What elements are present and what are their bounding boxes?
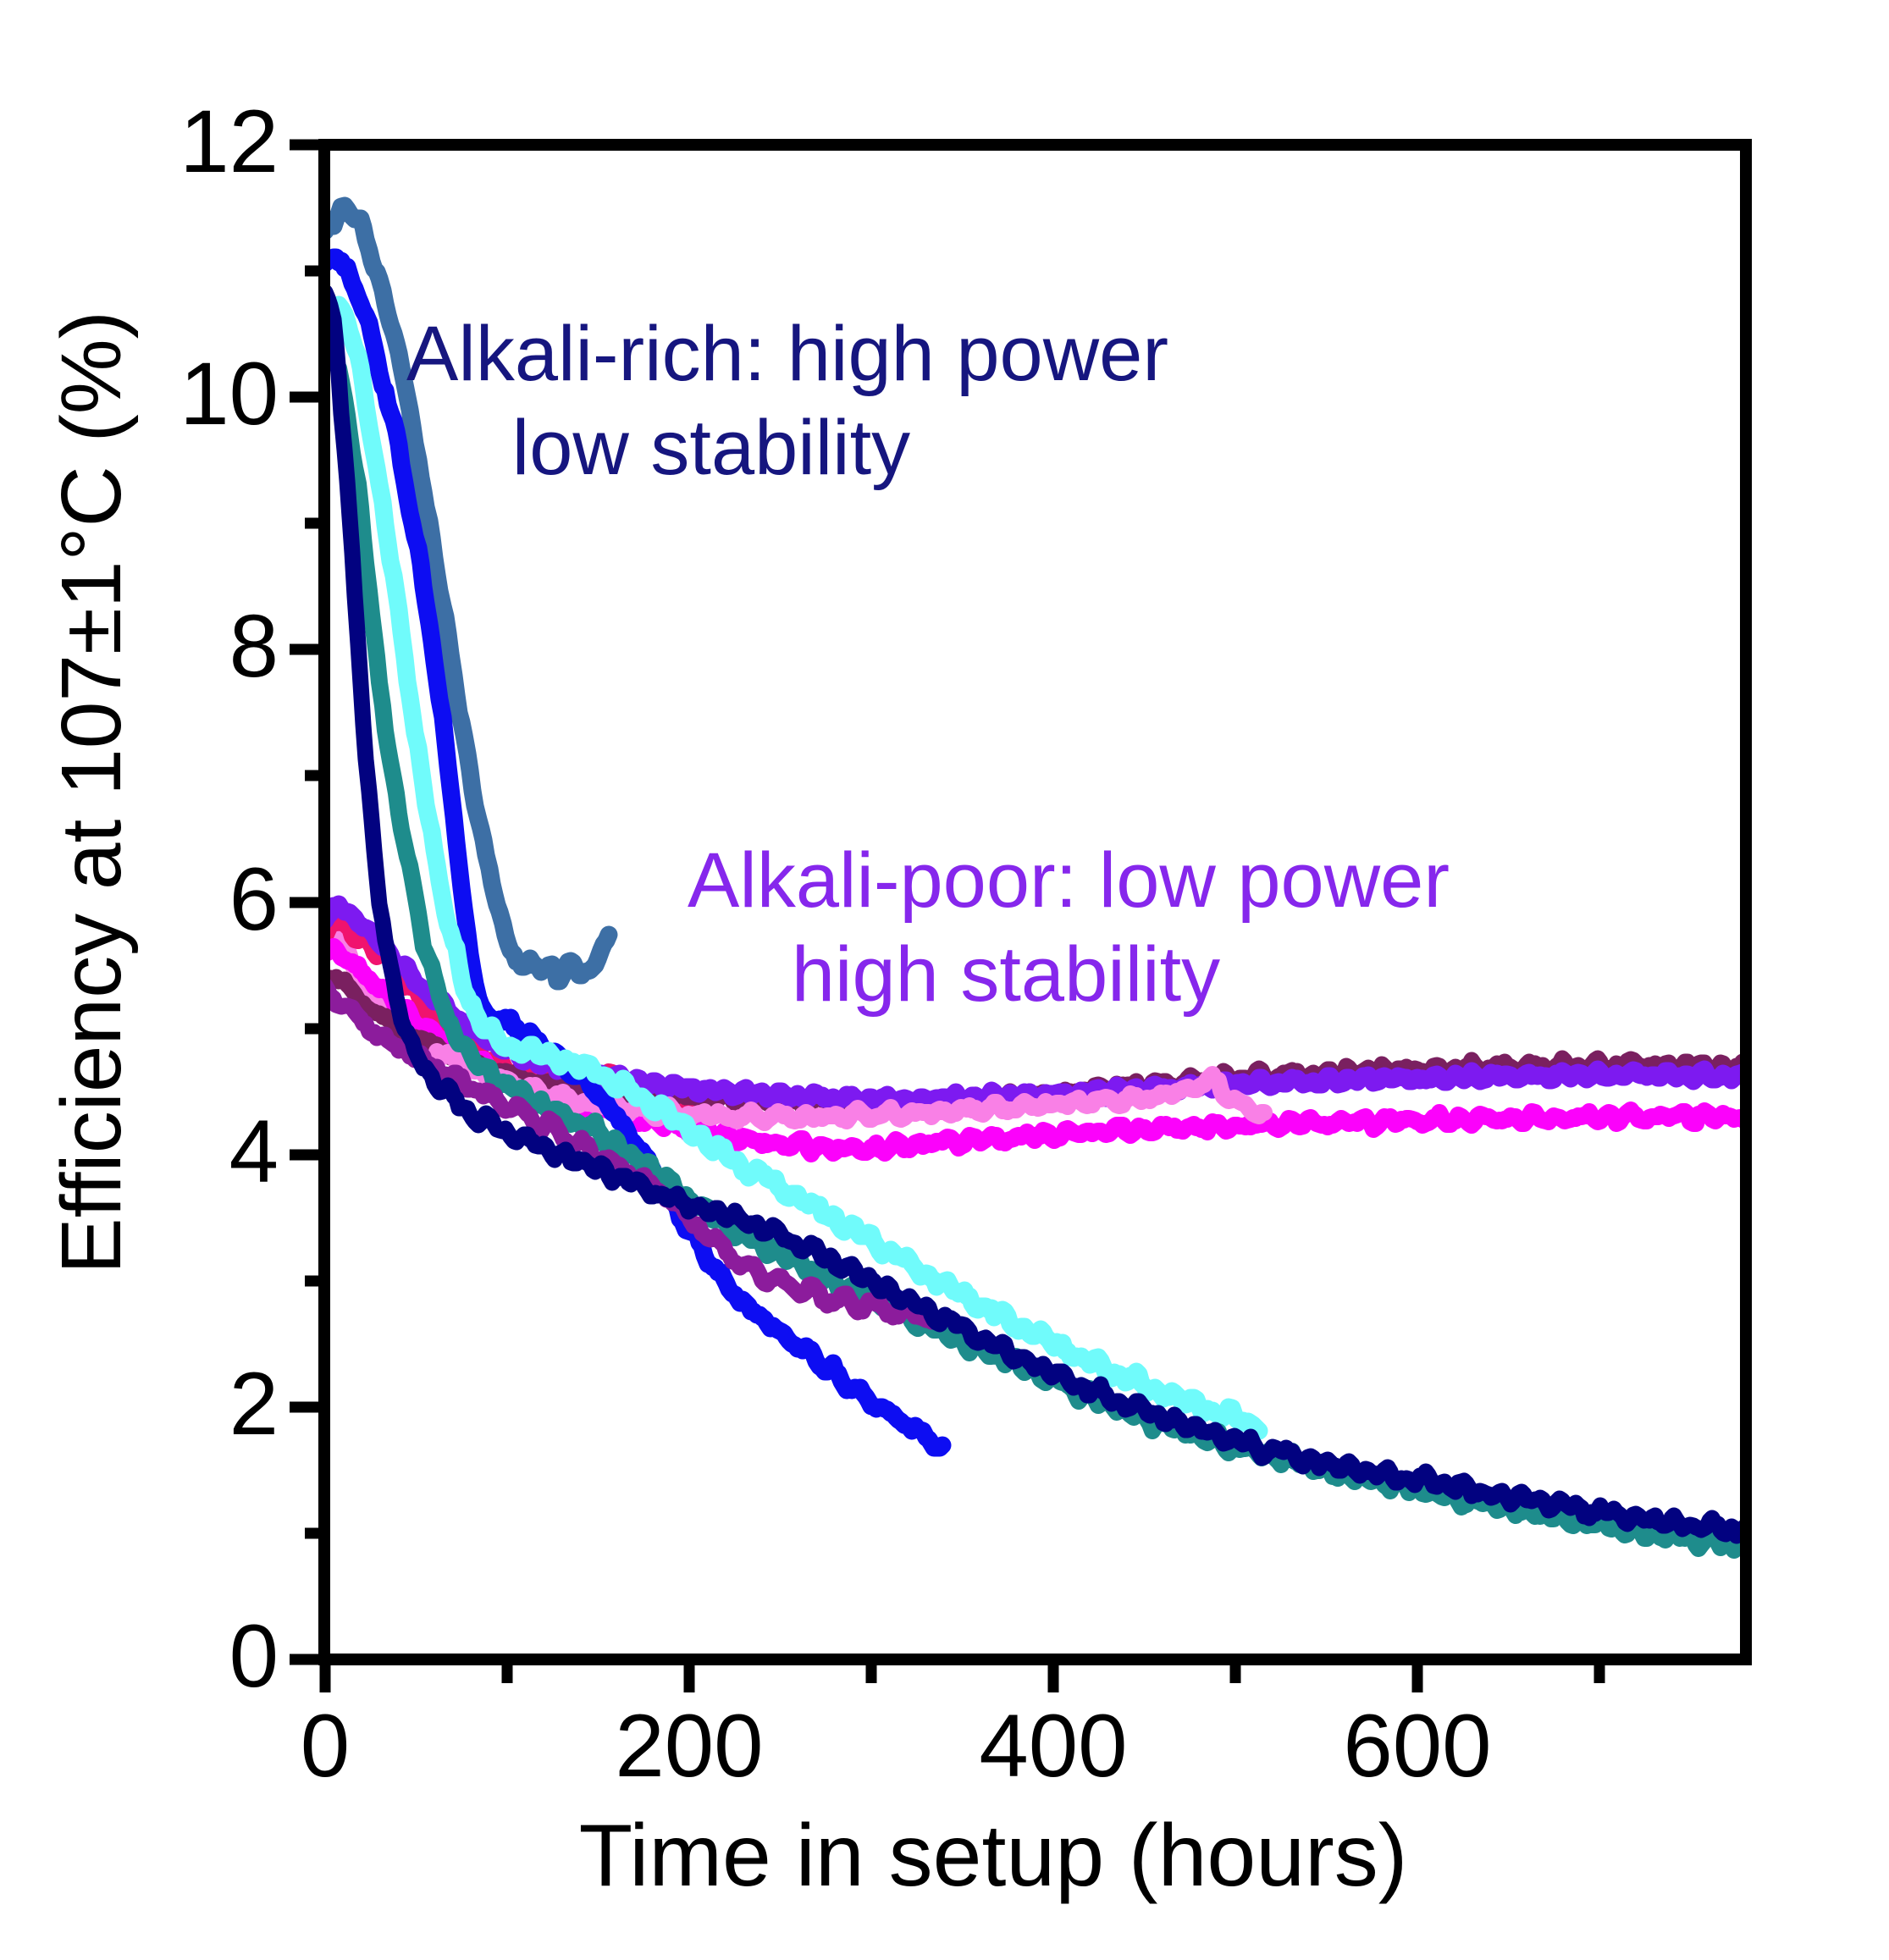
svg-text:2: 2	[229, 1355, 279, 1454]
svg-text:600: 600	[1343, 1697, 1491, 1796]
svg-text:Alkali-poor: low power: Alkali-poor: low power	[688, 837, 1450, 924]
svg-text:Time in setup (hours): Time in setup (hours)	[579, 1807, 1408, 1905]
svg-text:200: 200	[615, 1697, 763, 1796]
svg-text:Alkali-rich: high power: Alkali-rich: high power	[406, 311, 1168, 397]
svg-text:400: 400	[979, 1697, 1127, 1796]
svg-text:0: 0	[301, 1697, 350, 1796]
svg-text:high stability: high stability	[792, 931, 1220, 1018]
svg-text:4: 4	[229, 1102, 279, 1201]
svg-text:Efficiency at 107±1°C (%): Efficiency at 107±1°C (%)	[44, 311, 139, 1274]
svg-text:10: 10	[180, 345, 279, 444]
svg-text:low stability: low stability	[512, 405, 910, 491]
svg-text:8: 8	[229, 597, 279, 696]
svg-text:12: 12	[180, 92, 279, 191]
svg-text:0: 0	[229, 1607, 279, 1706]
svg-text:6: 6	[229, 850, 279, 949]
